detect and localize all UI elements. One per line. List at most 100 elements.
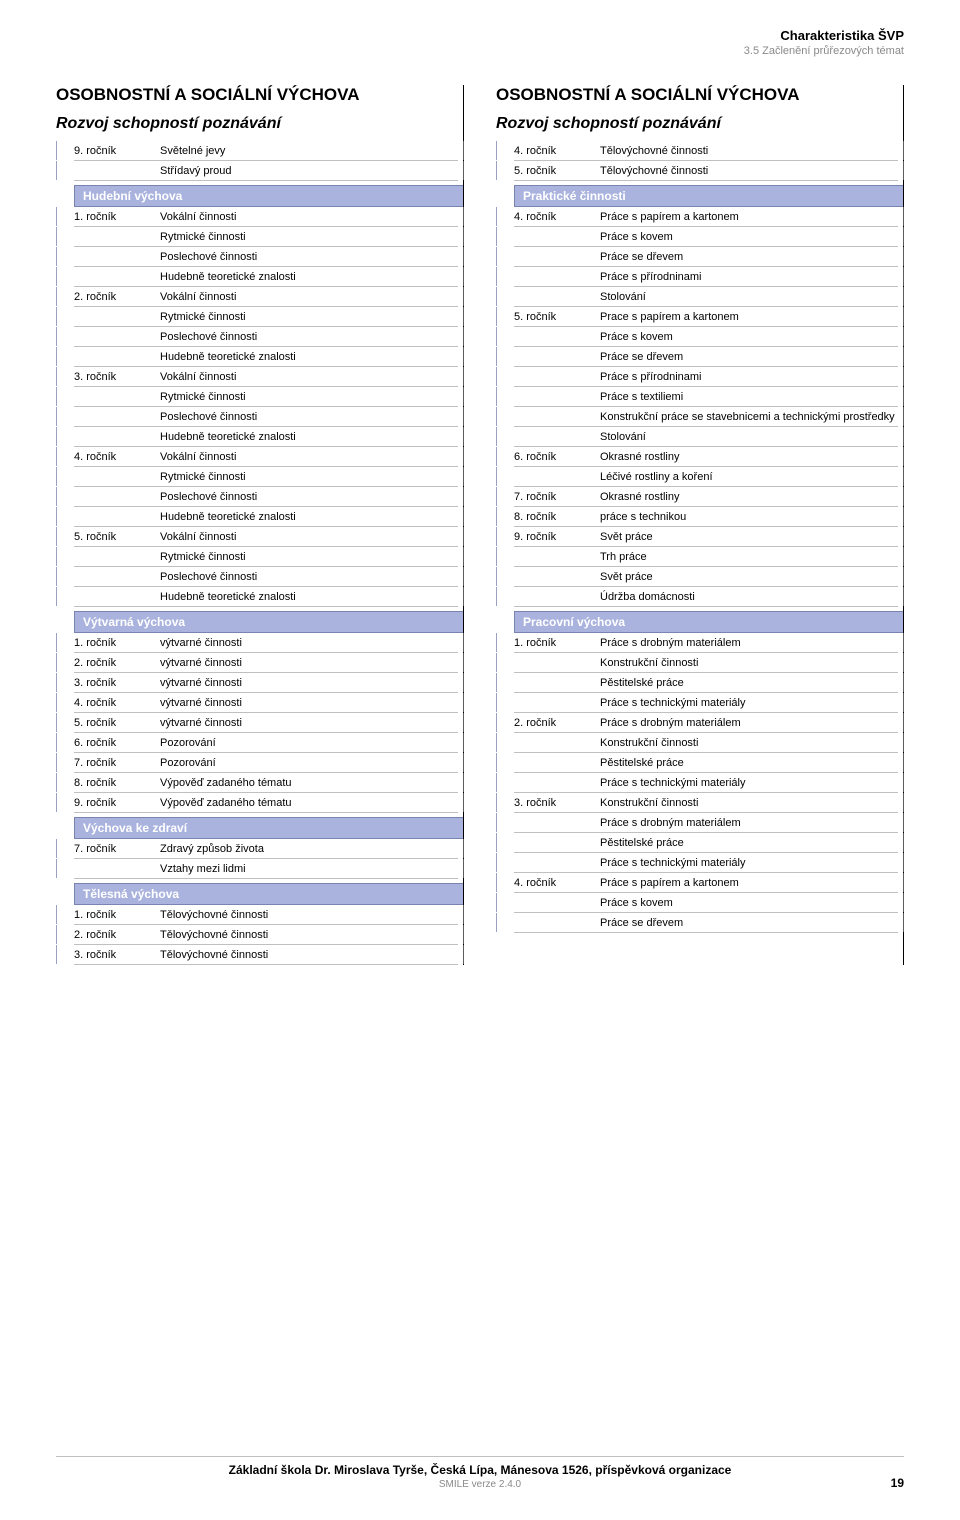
row-tick-left — [496, 247, 497, 266]
table-row: 3. ročníkVokální činnosti — [74, 367, 458, 387]
text-cell: Stolování — [600, 291, 898, 303]
row-tick-right — [463, 925, 464, 944]
grade-cell: 2. ročník — [514, 717, 600, 729]
text-cell: Rytmické činnosti — [160, 391, 458, 403]
text-cell: výtvarné činnosti — [160, 657, 458, 669]
row-tick-right — [903, 467, 904, 486]
row-tick-right — [903, 427, 904, 446]
row-tick-right — [903, 327, 904, 346]
table-row: Poslechové činnosti — [74, 327, 458, 347]
table-row: Hudebně teoretické znalosti — [74, 507, 458, 527]
row-tick-right — [463, 587, 464, 606]
text-cell: Práce s technickými materiály — [600, 777, 898, 789]
row-tick-right — [903, 247, 904, 266]
row-tick-right — [463, 673, 464, 692]
text-cell: Práce s technickými materiály — [600, 697, 898, 709]
row-tick-right — [903, 547, 904, 566]
row-tick-left — [496, 833, 497, 852]
footer-sub: SMILE verze 2.4.0 — [0, 1479, 960, 1490]
row-tick-left — [56, 673, 57, 692]
row-tick-right — [463, 387, 464, 406]
row-tick-left — [56, 427, 57, 446]
text-cell: Hudebně teoretické znalosti — [160, 591, 458, 603]
table-row: 1. ročníkVokální činnosti — [74, 207, 458, 227]
row-tick-left — [496, 407, 497, 426]
row-tick-right — [903, 673, 904, 692]
page-header: Charakteristika ŠVP 3.5 Začlenění průřez… — [56, 28, 904, 57]
grade-cell: 1. ročník — [514, 637, 600, 649]
text-cell: Rytmické činnosti — [160, 551, 458, 563]
header-sub: 3.5 Začlenění průřezových témat — [56, 45, 904, 57]
grade-cell: 3. ročník — [514, 797, 600, 809]
grade-cell: 2. ročník — [74, 929, 160, 941]
table-row: 4. ročníkPráce s papírem a kartonem — [514, 207, 898, 227]
text-cell: Vztahy mezi lidmi — [160, 863, 458, 875]
text-cell: Tělovýchovné činnosti — [160, 929, 458, 941]
row-tick-right — [903, 347, 904, 366]
table-row: Stolování — [514, 287, 898, 307]
left-main-heading: OSOBNOSTNÍ A SOCIÁLNÍ VÝCHOVA — [56, 85, 464, 105]
row-tick-right — [903, 893, 904, 912]
row-tick-right — [903, 367, 904, 386]
row-tick-left — [56, 587, 57, 606]
table-row: 2. ročníkVokální činnosti — [74, 287, 458, 307]
row-tick-left — [56, 507, 57, 526]
row-tick-right — [463, 307, 464, 326]
table-row: Práce s kovem — [514, 327, 898, 347]
section-band: Hudební výchova — [74, 185, 464, 207]
row-tick-right — [463, 945, 464, 964]
table-row: 3. ročníkKonstrukční činnosti — [514, 793, 898, 813]
row-tick-right — [903, 161, 904, 180]
text-cell: Prace s papírem a kartonem — [600, 311, 898, 323]
text-cell: Pěstitelské práce — [600, 757, 898, 769]
row-tick-right — [463, 267, 464, 286]
text-cell: Práce s drobným materiálem — [600, 717, 898, 729]
row-tick-left — [56, 547, 57, 566]
text-cell: Práce s textiliemi — [600, 391, 898, 403]
text-cell: výtvarné činnosti — [160, 677, 458, 689]
grade-cell: 6. ročník — [514, 451, 600, 463]
row-tick-right — [903, 567, 904, 586]
table-row: Pěstitelské práce — [514, 673, 898, 693]
row-tick-left — [56, 773, 57, 792]
table-row: Údržba domácnosti — [514, 587, 898, 607]
table-row: 6. ročníkPozorování — [74, 733, 458, 753]
table-row: 9. ročníkSvět práce — [514, 527, 898, 547]
row-tick-right — [903, 307, 904, 326]
text-cell: Práce s papírem a kartonem — [600, 877, 898, 889]
table-row: Rytmické činnosti — [74, 227, 458, 247]
row-tick-left — [56, 247, 57, 266]
row-tick-left — [496, 587, 497, 606]
table-row: Rytmické činnosti — [74, 307, 458, 327]
row-tick-left — [56, 653, 57, 672]
section-band: Výchova ke zdraví — [74, 817, 464, 839]
text-cell: Práce s kovem — [600, 331, 898, 343]
text-cell: Okrasné rostliny — [600, 451, 898, 463]
row-tick-right — [903, 653, 904, 672]
row-tick-right — [463, 753, 464, 772]
table-row: Poslechové činnosti — [74, 407, 458, 427]
row-tick-right — [903, 733, 904, 752]
text-cell: Údržba domácnosti — [600, 591, 898, 603]
text-cell: Práce se dřevem — [600, 251, 898, 263]
text-cell: Stolování — [600, 431, 898, 443]
row-tick-left — [496, 141, 497, 160]
grade-cell: 3. ročník — [74, 949, 160, 961]
row-tick-right — [903, 773, 904, 792]
table-row: Poslechové činnosti — [74, 247, 458, 267]
table-row: Poslechové činnosti — [74, 487, 458, 507]
text-cell: Konstrukční práce se stavebnicemi a tech… — [600, 411, 898, 423]
text-cell: Výpověď zadaného tématu — [160, 777, 458, 789]
table-row: 9. ročníkVýpověď zadaného tématu — [74, 793, 458, 813]
row-tick-left — [496, 813, 497, 832]
row-tick-left — [496, 347, 497, 366]
text-cell: Práce s papírem a kartonem — [600, 211, 898, 223]
row-tick-left — [56, 567, 57, 586]
row-tick-left — [56, 753, 57, 772]
table-row: 7. ročníkZdravý způsob života — [74, 839, 458, 859]
footer-line — [56, 1456, 904, 1457]
left-column: OSOBNOSTNÍ A SOCIÁLNÍ VÝCHOVA Rozvoj sch… — [56, 85, 464, 965]
row-tick-left — [496, 487, 497, 506]
row-tick-right — [463, 793, 464, 812]
grade-cell: 9. ročník — [74, 797, 160, 809]
